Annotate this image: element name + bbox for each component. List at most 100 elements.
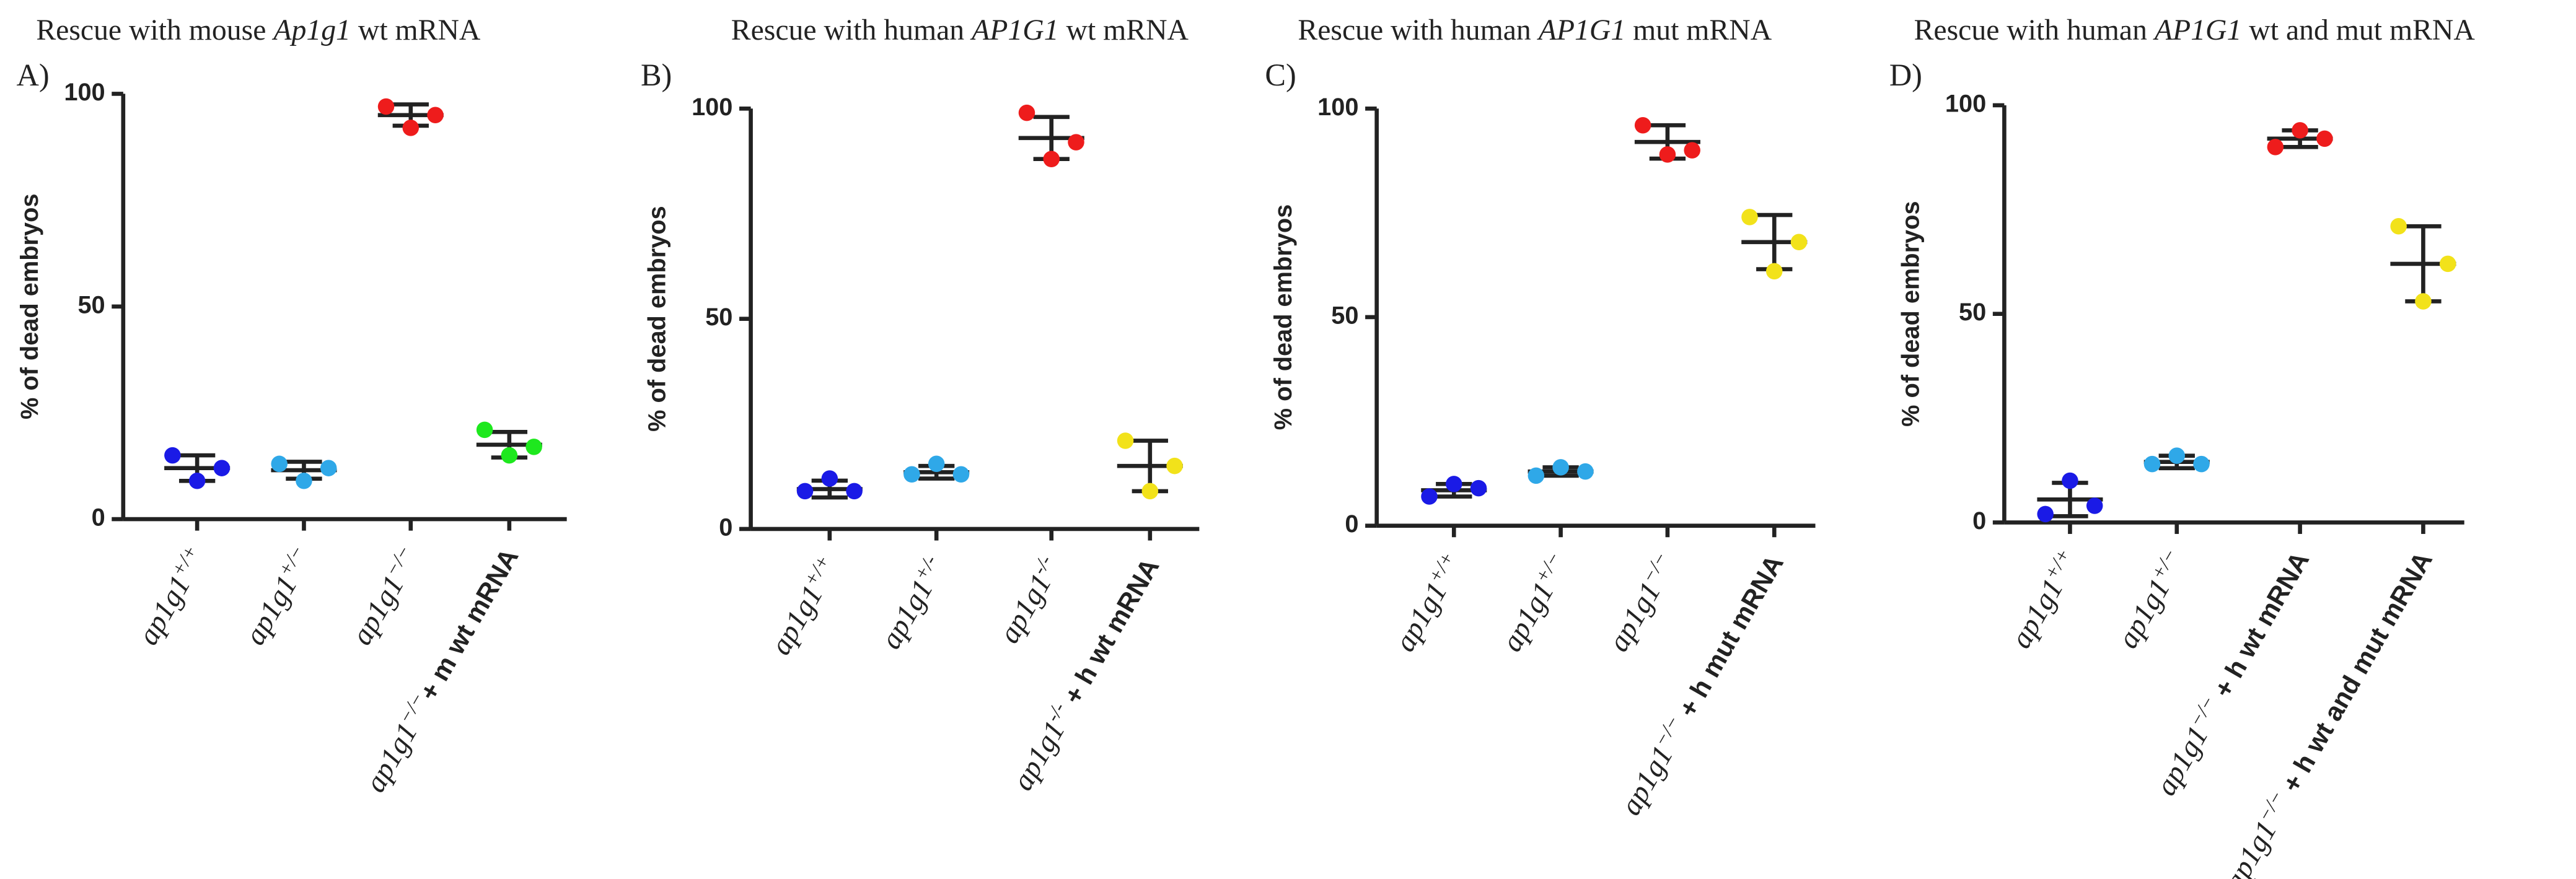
data-point bbox=[2143, 455, 2161, 473]
category-gene: ap1g1 bbox=[2111, 574, 2177, 654]
data-point bbox=[1117, 432, 1134, 449]
data-point bbox=[1684, 142, 1700, 159]
title-pre: Rescue with mouse bbox=[36, 14, 273, 46]
x-tick-label: ap1g1+/− bbox=[2109, 544, 2192, 654]
data-point bbox=[1166, 457, 1183, 474]
data-point bbox=[1634, 116, 1651, 134]
category-gene: ap1g1 bbox=[238, 570, 304, 650]
data-point bbox=[2168, 447, 2186, 464]
data-point bbox=[2193, 455, 2210, 473]
data-point bbox=[2439, 255, 2456, 273]
category-gene: ap1g1 bbox=[993, 568, 1058, 649]
data-point bbox=[1790, 234, 1808, 251]
y-tick-label: 50 bbox=[1331, 302, 1358, 329]
x-tick-label: ap1g1−/− bbox=[343, 541, 426, 650]
data-point bbox=[1068, 134, 1084, 151]
data-point bbox=[796, 483, 814, 500]
category-gene: ap1g1 bbox=[2004, 574, 2070, 654]
data-point bbox=[1741, 209, 1758, 225]
data-point bbox=[1018, 104, 1035, 121]
panel-letter: D) bbox=[1889, 58, 1922, 92]
data-point bbox=[821, 470, 838, 487]
category-gene: ap1g1 bbox=[874, 574, 940, 655]
title-pre: Rescue with human bbox=[1914, 14, 2155, 46]
category-gene: ap1g1 bbox=[2218, 815, 2284, 879]
title-pre: Rescue with human bbox=[731, 14, 972, 46]
panel-letter: A) bbox=[17, 58, 50, 92]
data-point bbox=[501, 447, 518, 464]
data-point bbox=[1528, 467, 1545, 484]
data-point bbox=[2086, 497, 2103, 514]
panel-letter: C) bbox=[1265, 58, 1296, 92]
x-tick-label: ap1g1+/− bbox=[1493, 548, 1576, 657]
data-point bbox=[2062, 472, 2078, 489]
data-point bbox=[2316, 130, 2333, 147]
data-point bbox=[1141, 483, 1159, 500]
data-point bbox=[427, 107, 444, 124]
x-tick-label: ap1g1+/+ bbox=[130, 541, 213, 650]
category-treatment: + m wt mRNA bbox=[414, 543, 524, 705]
data-point bbox=[1577, 463, 1594, 480]
category-treatment: + h wt mRNA bbox=[1055, 553, 1165, 715]
data-point bbox=[2037, 505, 2054, 523]
panel-title: Rescue with human AP1G1 wt and mut mRNA bbox=[1914, 14, 2476, 46]
x-tick-label: ap1g1+/+ bbox=[1386, 548, 1469, 657]
title-gene: AP1G1 bbox=[970, 14, 1058, 46]
category-gene: ap1g1 bbox=[1602, 577, 1668, 657]
title-gene: Ap1g1 bbox=[271, 14, 351, 46]
data-point bbox=[1659, 146, 1676, 163]
data-point bbox=[296, 473, 312, 489]
data-point bbox=[2415, 293, 2432, 310]
category-treatment: + h mut mRNA bbox=[1669, 550, 1789, 728]
data-point bbox=[320, 460, 337, 476]
y-tick-label: 100 bbox=[1945, 90, 1986, 117]
data-point bbox=[1470, 479, 1487, 497]
y-tick-label: 100 bbox=[64, 79, 105, 106]
title-gene: AP1G1 bbox=[1537, 14, 1625, 46]
x-tick-label: ap1g1+/+ bbox=[762, 551, 845, 660]
data-point bbox=[952, 466, 970, 483]
panel-title: Rescue with human AP1G1 wt mRNA bbox=[731, 14, 1189, 46]
y-tick-label: 100 bbox=[692, 94, 732, 121]
category-gene: ap1g1 bbox=[345, 570, 411, 650]
title-pre: Rescue with human bbox=[1298, 14, 1538, 46]
y-axis-label: % of dead embryos bbox=[16, 194, 43, 419]
y-tick-label: 50 bbox=[77, 291, 105, 318]
category-gene: ap1g1 bbox=[764, 580, 830, 660]
title-post: wt mRNA bbox=[1059, 14, 1189, 46]
data-point bbox=[1552, 459, 1569, 476]
category-gene: ap1g1 bbox=[131, 570, 197, 650]
data-point bbox=[2390, 218, 2407, 235]
y-tick-label: 0 bbox=[92, 504, 105, 531]
category-gene: ap1g1 bbox=[1614, 740, 1680, 821]
data-point bbox=[1765, 263, 1783, 280]
data-point bbox=[213, 460, 231, 476]
data-point bbox=[271, 455, 288, 473]
x-tick-label: ap1g1−/− bbox=[1600, 548, 1683, 657]
category-gene: ap1g1 bbox=[359, 717, 424, 798]
title-post: wt and mut mRNA bbox=[2241, 14, 2475, 46]
x-tick-label: ap1g1+/− bbox=[236, 541, 319, 650]
data-point bbox=[525, 439, 542, 455]
category-treatment: + h wt mRNA bbox=[2204, 547, 2314, 709]
y-axis-label: % of dead embryos bbox=[644, 206, 671, 431]
y-axis-label: % of dead embryos bbox=[1897, 201, 1925, 426]
category-gene: ap1g1 bbox=[2149, 720, 2215, 801]
data-point bbox=[377, 98, 395, 115]
category-gene: ap1g1 bbox=[1388, 577, 1454, 657]
y-tick-label: 0 bbox=[1972, 507, 1986, 535]
data-point bbox=[164, 447, 181, 464]
data-point bbox=[928, 455, 945, 473]
x-tick-label: ap1g1+/- bbox=[873, 551, 952, 655]
panel-title: Rescue with human AP1G1 mut mRNA bbox=[1298, 14, 1772, 46]
data-point bbox=[188, 473, 206, 489]
data-point bbox=[2292, 122, 2308, 139]
y-tick-label: 0 bbox=[1345, 510, 1358, 538]
x-tick-label: ap1g1−/− + h wt and mut mRNA bbox=[2216, 544, 2439, 879]
data-point bbox=[1043, 151, 1060, 167]
data-point bbox=[476, 421, 493, 439]
y-tick-label: 50 bbox=[1959, 299, 1986, 326]
y-tick-label: 50 bbox=[705, 304, 732, 331]
category-gene: ap1g1 bbox=[1495, 577, 1561, 657]
